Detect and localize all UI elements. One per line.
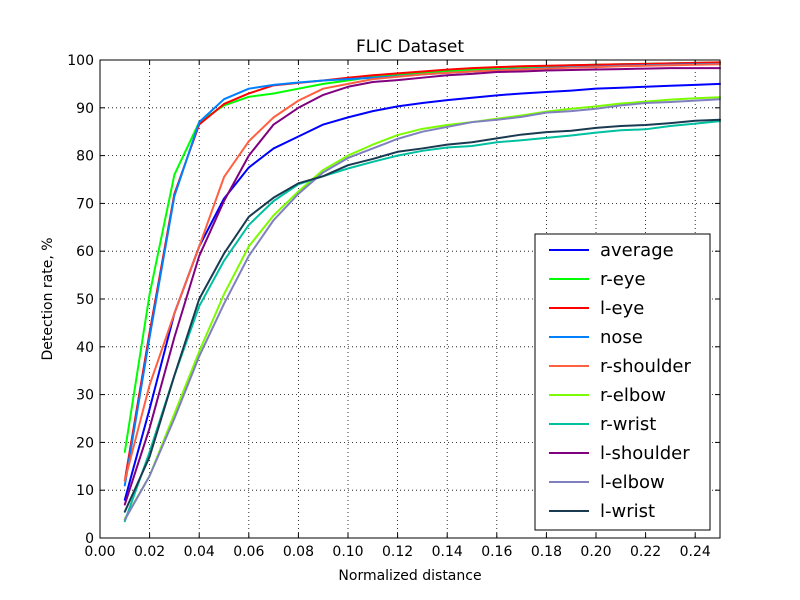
x-tick-label: 0.06	[233, 544, 264, 560]
legend-label: l-eye	[600, 298, 644, 319]
y-tick-label: 60	[76, 244, 94, 260]
y-tick-labels: 0 10 20 30 40 50 60 70 80 90 100	[67, 53, 94, 547]
legend-label: l-wrist	[600, 501, 655, 522]
y-axis-title: Detection rate, %	[40, 237, 56, 360]
legend: average r-eye l-eye nose r-shoulder r-elbow r-…	[534, 233, 711, 531]
legend-label: l-shoulder	[600, 443, 690, 464]
series-line-l-eye	[123, 61, 721, 482]
x-tick-label: 0.08	[283, 544, 314, 560]
series-line-l-wrist	[123, 118, 721, 513]
legend-label: r-wrist	[600, 414, 656, 435]
x-tick-label: 0.10	[332, 544, 363, 560]
x-tick-label: 0.02	[134, 544, 165, 560]
tick-marks	[99, 59, 720, 539]
y-tick-label: 90	[76, 101, 94, 117]
chart-title: FLIC Dataset	[356, 37, 464, 57]
legend-label: average	[600, 240, 674, 261]
legend-label: r-eye	[600, 269, 646, 290]
legend-label: l-elbow	[600, 472, 665, 493]
legend-label: r-shoulder	[600, 356, 691, 377]
series-line-l-elbow	[123, 98, 721, 521]
y-tick-label: 40	[76, 340, 94, 356]
series-layer	[123, 61, 721, 523]
legend-box	[534, 233, 711, 531]
series-line-r-elbow	[123, 96, 721, 520]
y-tick-label: 0	[85, 531, 94, 547]
x-tick-label: 0.14	[432, 544, 463, 560]
y-tick-label: 70	[76, 196, 94, 212]
y-tick-label: 30	[76, 388, 94, 404]
x-tick-label: 0.12	[382, 544, 413, 560]
y-tick-label: 100	[67, 53, 94, 69]
y-tick-label: 50	[76, 292, 94, 308]
x-tick-label: 0.18	[531, 544, 562, 560]
series-line-average	[123, 82, 721, 501]
x-tick-label: 0.22	[630, 544, 661, 560]
x-tick-label: 0.00	[84, 544, 115, 560]
series-line-r-wrist	[123, 120, 721, 523]
x-tick-labels: 0.00 0.02 0.04 0.06 0.08 0.10 0.12 0.14 0.16 0.18…	[84, 544, 710, 560]
y-tick-label: 80	[76, 149, 94, 165]
x-axis-title: Normalized distance	[338, 568, 481, 584]
y-tick-label: 10	[76, 483, 94, 499]
series-line-l-shoulder	[123, 67, 721, 506]
series-line-r-shoulder	[123, 63, 721, 482]
legend-label: r-elbow	[600, 385, 666, 406]
x-tick-label: 0.20	[580, 544, 611, 560]
x-tick-label: 0.04	[184, 544, 215, 560]
y-tick-label: 20	[76, 435, 94, 451]
x-tick-label: 0.16	[481, 544, 512, 560]
legend-label: nose	[600, 327, 643, 348]
x-tick-label: 0.24	[680, 544, 711, 560]
